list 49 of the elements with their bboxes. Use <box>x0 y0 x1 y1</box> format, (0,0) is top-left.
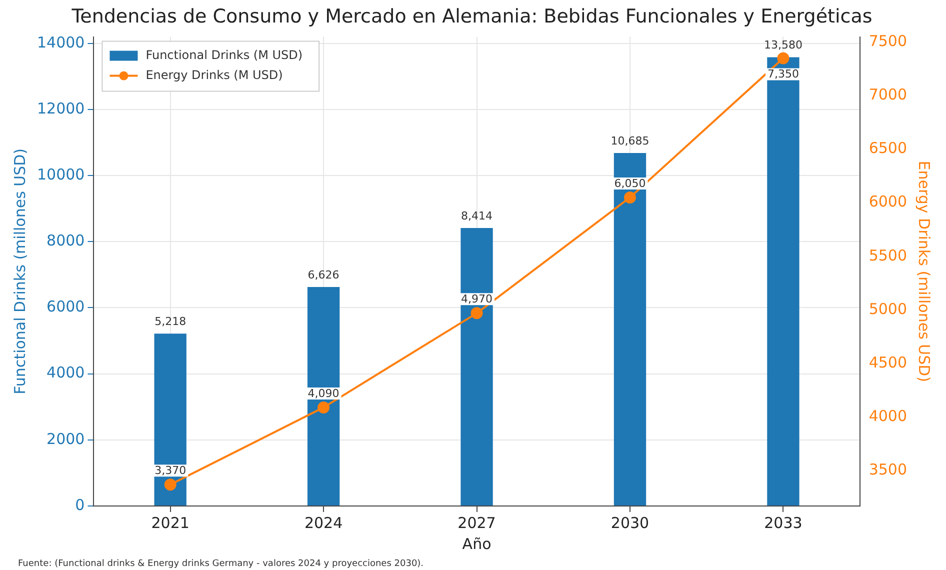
data-label: 4,090 <box>308 386 340 400</box>
y2-tick-label: 7500 <box>868 32 908 50</box>
y-tick-label: 8000 <box>46 232 85 250</box>
point <box>470 307 483 320</box>
x-axis-title: Año <box>462 534 492 553</box>
point <box>164 478 176 491</box>
point <box>777 52 790 64</box>
y-tick-label: 10000 <box>37 165 85 184</box>
data-label: 4,970 <box>461 292 493 306</box>
bar <box>767 57 800 506</box>
bar <box>154 334 186 506</box>
point <box>624 191 636 204</box>
data-label: 6,050 <box>614 176 646 190</box>
x-tick-label: 2021 <box>151 514 190 532</box>
y2-tick-label: 3500 <box>868 460 908 479</box>
data-label: 5,218 <box>154 314 186 328</box>
y-tick-label: 0 <box>75 496 85 514</box>
y-tick-label: 4000 <box>46 364 85 382</box>
y-tick-label: 2000 <box>46 430 85 448</box>
source-note: Fuente: (Functional drinks & Energy drinks Germany - valores 2024 y proyecciones 2030). <box>18 558 424 569</box>
x-tick-label: 2030 <box>610 514 650 532</box>
y2-tick-label: 5500 <box>868 246 908 264</box>
chart-title: Tendencias de Consumo y Mercado en Alemania: Bebidas Funcionales y Energéticas <box>70 5 872 28</box>
y2-tick-label: 6000 <box>868 192 908 211</box>
bar <box>614 152 646 506</box>
bar <box>307 287 340 506</box>
data-label: 10,685 <box>610 134 650 148</box>
y-tick-label: 14000 <box>37 33 85 52</box>
data-label: 8,414 <box>461 209 493 222</box>
data-label: 13,580 <box>764 38 802 52</box>
data-label: 6,626 <box>308 268 340 282</box>
y2-tick-label: 6500 <box>868 139 908 158</box>
data-label: 7,350 <box>767 68 799 81</box>
bar <box>460 228 493 506</box>
y2-axis-title: Energy Drinks (millones USD) <box>915 160 934 382</box>
y2-tick-label: 4000 <box>868 406 908 425</box>
y2-tick-label: 4500 <box>868 353 908 372</box>
legend-label: Functional Drinks (M USD) <box>146 48 303 62</box>
point <box>318 401 330 414</box>
y-axis-title: Functional Drinks (millones USD) <box>10 148 29 394</box>
y2-tick-label: 5000 <box>868 300 908 318</box>
data-label: 3,370 <box>154 464 186 477</box>
x-tick-label: 2027 <box>458 514 496 532</box>
x-tick-label: 2024 <box>304 514 343 532</box>
y-tick-label: 12000 <box>37 99 85 118</box>
y2-tick-label: 7000 <box>868 86 908 104</box>
y-tick-label: 6000 <box>46 298 85 316</box>
x-tick-label: 2033 <box>764 514 802 532</box>
legend-label: Energy Drinks (M USD) <box>146 68 283 82</box>
